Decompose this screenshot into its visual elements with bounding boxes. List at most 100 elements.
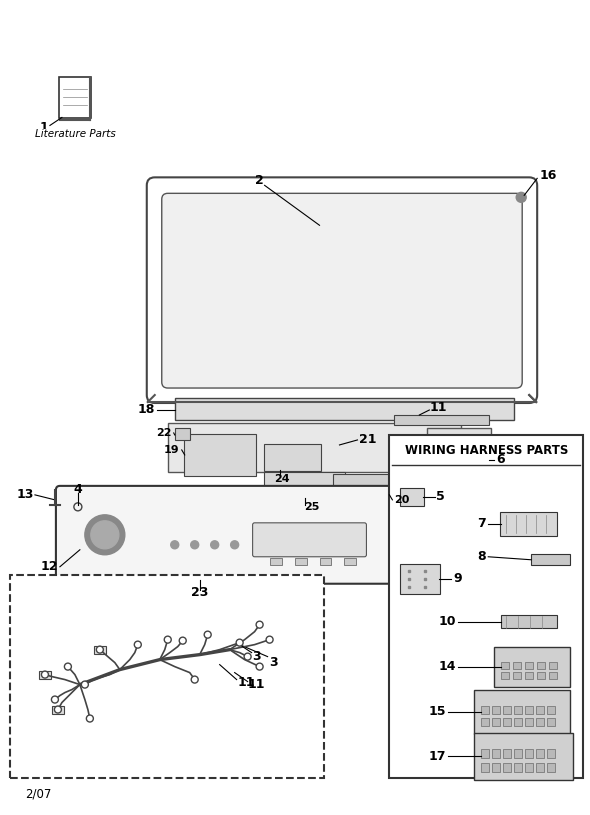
Bar [536,750,544,759]
FancyBboxPatch shape [56,486,404,584]
Text: 11: 11 [238,676,255,689]
Bar [514,717,522,725]
Text: 9: 9 [453,572,462,585]
Bar [547,750,555,759]
Bar [175,428,190,440]
Circle shape [85,515,125,555]
Text: 2/07: 2/07 [25,788,51,801]
FancyBboxPatch shape [168,423,461,472]
FancyBboxPatch shape [401,564,440,593]
Bar [549,672,557,679]
FancyBboxPatch shape [427,428,491,487]
Bar [525,764,533,773]
Text: 24: 24 [274,474,290,484]
Bar [503,717,511,725]
Bar [549,662,557,668]
Bar [514,706,522,713]
Text: 15: 15 [429,705,446,718]
Circle shape [191,676,198,683]
Bar [492,750,500,759]
Text: WIRING HARNESS PARTS: WIRING HARNESS PARTS [405,444,568,457]
Circle shape [211,541,219,548]
Bar [525,706,533,713]
Circle shape [244,653,251,660]
FancyBboxPatch shape [389,435,583,778]
FancyBboxPatch shape [501,615,556,628]
Text: 25: 25 [304,502,320,512]
Circle shape [236,639,243,646]
Bar [547,717,555,725]
FancyBboxPatch shape [494,646,570,686]
Circle shape [81,681,88,688]
Bar [537,662,545,668]
FancyBboxPatch shape [183,434,255,476]
Text: 11: 11 [248,678,265,691]
Bar [514,764,522,773]
Bar [492,764,500,773]
FancyBboxPatch shape [474,733,573,781]
Circle shape [64,663,71,670]
Bar [320,557,332,565]
FancyBboxPatch shape [10,575,323,778]
Text: 6: 6 [496,453,505,466]
FancyBboxPatch shape [264,444,320,471]
Text: 12: 12 [40,560,58,573]
Bar [503,706,511,713]
Bar [502,672,509,679]
Bar [503,764,511,773]
Bar [294,557,307,565]
Text: 7: 7 [477,518,486,531]
Bar [39,671,51,679]
Text: 1: 1 [39,121,48,134]
Bar [481,750,489,759]
Bar [525,672,533,679]
FancyBboxPatch shape [162,193,522,388]
Text: 22: 22 [156,428,172,438]
Bar [537,672,545,679]
Circle shape [204,631,211,638]
FancyBboxPatch shape [333,474,391,506]
Bar [270,557,281,565]
Text: 11: 11 [430,402,447,415]
Text: 18: 18 [137,403,155,416]
Circle shape [86,715,93,722]
Circle shape [516,192,526,202]
Circle shape [231,541,238,548]
Bar [502,662,509,668]
FancyBboxPatch shape [264,472,346,499]
Text: 3: 3 [253,650,261,663]
Bar [345,557,356,565]
Text: 19: 19 [164,445,180,455]
Bar [547,764,555,773]
Circle shape [266,637,273,643]
FancyBboxPatch shape [474,689,570,734]
Text: Literature Parts: Literature Parts [34,130,115,139]
Bar [525,717,533,725]
FancyBboxPatch shape [147,178,537,403]
Circle shape [179,637,186,644]
Bar [481,706,489,713]
Text: 10: 10 [439,615,456,628]
Text: 21: 21 [359,434,377,447]
Circle shape [41,671,48,678]
Bar [481,764,489,773]
Text: 8: 8 [478,550,486,563]
Circle shape [256,621,263,628]
Bar [547,706,555,713]
FancyBboxPatch shape [59,77,91,118]
Text: 17: 17 [429,750,446,763]
Circle shape [91,521,119,548]
Bar [94,645,106,654]
Bar [525,750,533,759]
Text: 14: 14 [439,660,456,673]
Circle shape [164,637,171,643]
Circle shape [54,706,61,713]
Text: 2: 2 [255,174,263,187]
Circle shape [135,641,141,648]
Text: 4: 4 [74,483,82,496]
FancyBboxPatch shape [401,488,424,506]
Bar [536,706,544,713]
Bar [492,717,500,725]
Bar [536,717,544,725]
Bar [492,706,500,713]
